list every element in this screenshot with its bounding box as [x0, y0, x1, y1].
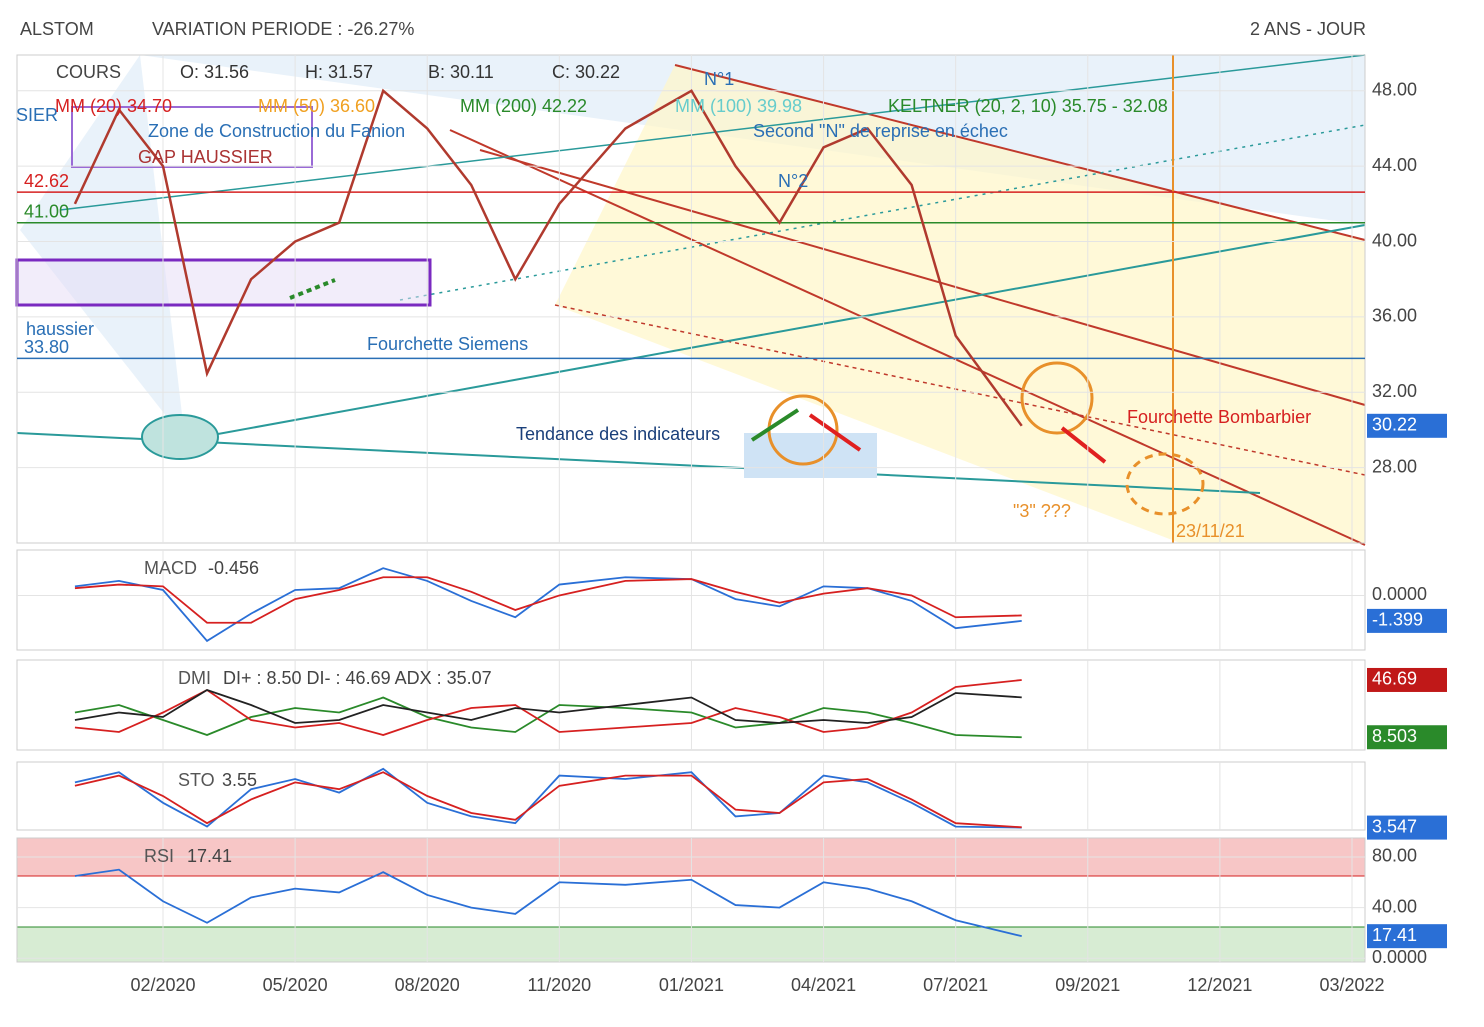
x-tick-label: 12/2021: [1187, 975, 1252, 995]
legend-item: MM (50) 36.60: [258, 96, 375, 116]
level-label: 41.00: [24, 201, 69, 221]
x-tick-label: 04/2021: [791, 975, 856, 995]
legend-item: B: 30.11: [428, 62, 494, 82]
y-tick-label: 48.00: [1372, 80, 1417, 100]
x-tick-label: 01/2021: [659, 975, 724, 995]
price-badge: [1367, 608, 1447, 633]
legend-item: C: 30.22: [552, 62, 620, 82]
flag-zone: [15, 258, 432, 307]
siemens-channel: [20, 55, 1365, 440]
period: 2 ANS - JOUR: [1250, 19, 1366, 39]
series-line: [74, 679, 1022, 736]
arrow: [289, 278, 336, 300]
panel-title: RSI: [144, 846, 174, 866]
price-badge: [1367, 667, 1447, 692]
level-label: 42.62: [24, 171, 69, 191]
x-tick-label: 08/2020: [395, 975, 460, 995]
channel-line: [449, 129, 1366, 546]
marker-ellipse: [1125, 452, 1205, 516]
trend-line: [399, 124, 1366, 301]
y-tick-label: 80.00: [1372, 846, 1417, 866]
price-badge-label: -1.399: [1372, 610, 1423, 630]
level-label: 33.80: [24, 337, 69, 357]
trend-line: [16, 432, 1261, 494]
price-badge: [1367, 815, 1447, 840]
legend-title: COURS: [56, 62, 121, 82]
bombardier-channel: [555, 65, 1365, 543]
price-badge-label: 46.69: [1372, 669, 1417, 689]
panel-readout: 17.41: [187, 846, 232, 866]
annotation: haussier: [26, 319, 94, 339]
y-tick-label: 36.00: [1372, 306, 1417, 326]
annotation: Fourchette Siemens: [367, 334, 528, 354]
price-badge: [1367, 924, 1447, 949]
y-tick-label: 0.0000: [1372, 947, 1427, 967]
x-tick-label: 11/2020: [527, 975, 591, 995]
y-tick-label: 0.0000: [1372, 584, 1427, 604]
y-tick-label: 44.00: [1372, 155, 1417, 175]
annotation: N°2: [778, 171, 808, 191]
arrow: [808, 413, 862, 452]
series-line: [74, 689, 1022, 724]
annotation: GAP HAUSSIER: [138, 147, 273, 167]
panel-title: DMI: [178, 668, 211, 688]
y-tick-label: 32.00: [1372, 381, 1417, 401]
legend-item: MM (200) 42.22: [460, 96, 587, 116]
annotation: Second "N" de reprise en échec: [753, 121, 1008, 141]
legend-item: KELTNER (20, 2, 10) 35.75 - 32.08: [888, 96, 1168, 116]
panel-readout: 3.55: [222, 770, 257, 790]
annotation: Tendance des indicateurs: [516, 424, 720, 444]
panel-readout: -0.456: [208, 558, 259, 578]
annotation: 23/11/21: [1176, 521, 1245, 541]
series-line: [74, 868, 1022, 938]
trend-line: [59, 54, 1366, 211]
x-tick-label: 05/2020: [263, 975, 328, 995]
price-badge: [1367, 413, 1447, 438]
annotation: N°1: [704, 69, 734, 89]
x-tick-label: 07/2021: [923, 975, 988, 995]
legend-item: MM (20) 34.70: [55, 96, 172, 116]
series-line: [73, 88, 1023, 427]
series-line: [74, 567, 1022, 643]
series-line: [74, 771, 1022, 829]
series-line: [74, 696, 1022, 739]
channel-line: [674, 64, 1366, 241]
x-tick-label: 09/2021: [1055, 975, 1120, 995]
indicator-box: [744, 433, 877, 478]
annotation: SIER: [16, 105, 58, 125]
price-badge: [1367, 725, 1447, 750]
x-tick-label: 03/2022: [1319, 975, 1384, 995]
annotation: Zone de Construction du Fanion: [148, 121, 405, 141]
channel-line: [554, 304, 1366, 476]
annotation: "3" ???: [1013, 501, 1071, 521]
legend-item: O: 31.56: [180, 62, 249, 82]
annotation: Fourchette Bombarbier: [1127, 407, 1311, 427]
legend-item: MM (100) 39.98: [675, 96, 802, 116]
y-tick-label: 40.00: [1372, 230, 1417, 250]
price-badge-label: 17.41: [1372, 925, 1417, 945]
price-badge-label: 3.547: [1372, 816, 1417, 836]
arrow: [1060, 426, 1107, 464]
y-tick-label: 28.00: [1372, 456, 1417, 476]
panel-title: MACD: [144, 558, 197, 578]
arrow: [750, 408, 800, 442]
series-line: [74, 576, 1022, 624]
y-tick-label: 40.00: [1372, 896, 1417, 916]
legend-item: H: 31.57: [305, 62, 373, 82]
variation: VARIATION PERIODE : -26.27%: [152, 19, 414, 39]
x-tick-label: 02/2020: [130, 975, 195, 995]
price-badge-label: 8.503: [1372, 726, 1417, 746]
marker-ellipse: [141, 414, 219, 460]
panel-readout: DI+ : 8.50 DI- : 46.69 ADX : 35.07: [223, 668, 492, 688]
marker-circle: [1020, 361, 1094, 435]
gap-zone: [71, 106, 313, 168]
title: ALSTOM: [20, 19, 94, 39]
trend-line: [184, 224, 1366, 441]
panel-title: STO: [178, 770, 215, 790]
price-badge-label: 30.22: [1372, 415, 1417, 435]
